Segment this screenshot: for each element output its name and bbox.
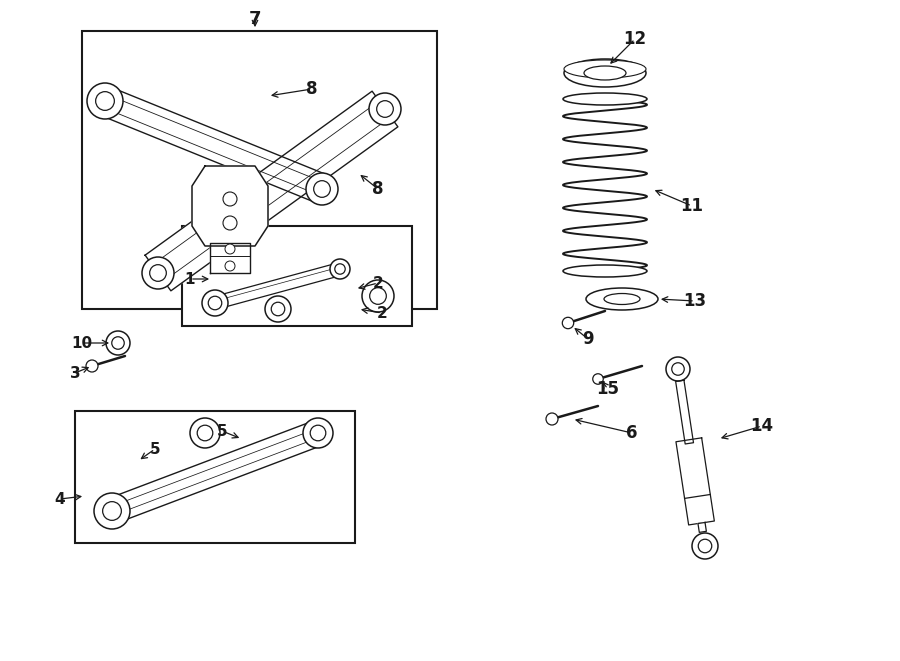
Text: 5: 5	[217, 424, 228, 438]
Polygon shape	[107, 421, 322, 523]
Circle shape	[330, 259, 350, 279]
Text: 15: 15	[597, 380, 619, 398]
Circle shape	[87, 83, 123, 119]
Polygon shape	[192, 166, 268, 246]
Circle shape	[562, 317, 573, 329]
Circle shape	[142, 257, 174, 289]
Bar	[182, 226, 412, 326]
Text: 2: 2	[373, 276, 383, 290]
Text: 10: 10	[71, 336, 93, 350]
Ellipse shape	[564, 59, 646, 87]
Circle shape	[314, 180, 330, 198]
Circle shape	[370, 288, 386, 304]
Polygon shape	[676, 380, 694, 444]
Text: 9: 9	[582, 330, 594, 348]
Text: 3: 3	[69, 366, 80, 381]
Polygon shape	[213, 262, 342, 309]
Polygon shape	[145, 91, 398, 291]
Circle shape	[149, 264, 166, 282]
Text: 1: 1	[184, 272, 195, 286]
Ellipse shape	[604, 293, 640, 305]
Polygon shape	[99, 87, 328, 203]
Ellipse shape	[563, 93, 647, 105]
Text: 14: 14	[751, 417, 774, 435]
Circle shape	[103, 502, 122, 520]
Circle shape	[223, 192, 237, 206]
Bar	[75, 411, 355, 543]
Circle shape	[112, 336, 124, 349]
Text: 6: 6	[626, 424, 638, 442]
Polygon shape	[676, 438, 715, 525]
Circle shape	[362, 280, 394, 312]
Circle shape	[335, 264, 346, 274]
Circle shape	[202, 290, 228, 316]
Text: 7: 7	[248, 10, 261, 28]
Circle shape	[208, 296, 221, 310]
Circle shape	[271, 302, 284, 316]
Circle shape	[306, 173, 338, 205]
Circle shape	[225, 244, 235, 254]
Polygon shape	[210, 243, 250, 273]
Ellipse shape	[586, 288, 658, 310]
Circle shape	[698, 539, 712, 553]
Circle shape	[106, 331, 130, 355]
Text: 8: 8	[306, 80, 318, 98]
Circle shape	[593, 373, 603, 384]
Ellipse shape	[563, 265, 647, 277]
Text: 8: 8	[373, 180, 383, 198]
Text: 13: 13	[683, 292, 706, 310]
Circle shape	[86, 360, 98, 372]
Text: 4: 4	[55, 492, 66, 506]
Bar	[82, 31, 437, 309]
Text: 2: 2	[376, 305, 387, 321]
Circle shape	[94, 493, 130, 529]
Ellipse shape	[564, 60, 646, 78]
Circle shape	[546, 413, 558, 425]
Text: 5: 5	[149, 442, 160, 457]
Circle shape	[671, 363, 684, 375]
Circle shape	[225, 261, 235, 271]
Circle shape	[666, 357, 690, 381]
Circle shape	[303, 418, 333, 448]
Circle shape	[265, 296, 291, 322]
Ellipse shape	[584, 66, 626, 80]
Circle shape	[310, 425, 326, 441]
Circle shape	[197, 425, 212, 441]
Circle shape	[369, 93, 401, 125]
Circle shape	[223, 216, 237, 230]
Circle shape	[692, 533, 718, 559]
Text: 12: 12	[624, 30, 646, 48]
Circle shape	[190, 418, 220, 448]
Polygon shape	[698, 522, 706, 532]
Circle shape	[95, 92, 114, 110]
Circle shape	[377, 100, 393, 117]
Text: 11: 11	[680, 197, 704, 215]
